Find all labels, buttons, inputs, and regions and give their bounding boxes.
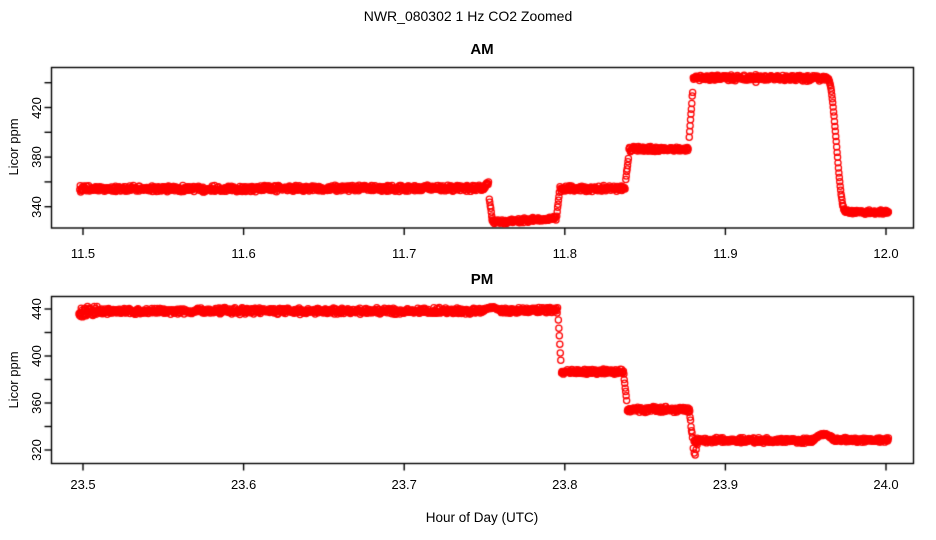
x-tick-label: 23.8 xyxy=(552,477,578,492)
x-tick-label: 12.0 xyxy=(873,246,899,261)
figure-title: NWR_080302 1 Hz CO2 Zoomed xyxy=(363,8,573,24)
y-tick-label: 420 xyxy=(29,96,44,119)
x-tick-label: 23.5 xyxy=(70,477,96,492)
panel-title-pm: PM xyxy=(470,271,494,288)
x-tick-label: 11.5 xyxy=(70,246,96,261)
x-tick-label: 23.6 xyxy=(230,477,257,492)
x-axis-label: Hour of Day (UTC) xyxy=(425,510,539,525)
y-axis-label: Licor ppm xyxy=(6,350,21,409)
x-tick-label: 23.7 xyxy=(391,477,417,492)
x-tick-label: 23.9 xyxy=(712,477,739,492)
x-tick-label: 24.0 xyxy=(873,477,899,492)
y-axis-label: Licor ppm xyxy=(6,118,21,176)
x-tick-label: 11.9 xyxy=(713,246,738,261)
x-tick-label: 11.6 xyxy=(231,246,256,261)
x-tick-label: 11.7 xyxy=(392,246,417,261)
x-tick-label: 11.8 xyxy=(552,246,577,261)
panel-title-am: AM xyxy=(470,41,494,58)
y-tick-label: 440 xyxy=(29,298,44,320)
